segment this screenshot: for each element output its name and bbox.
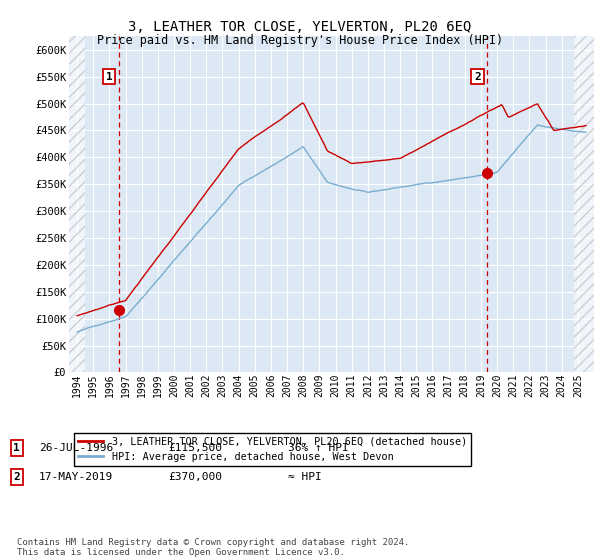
Legend: 3, LEATHER TOR CLOSE, YELVERTON, PL20 6EQ (detached house), HPI: Average price, : 3, LEATHER TOR CLOSE, YELVERTON, PL20 6E… (74, 433, 471, 466)
Text: ≈ HPI: ≈ HPI (288, 472, 322, 482)
Text: Price paid vs. HM Land Registry's House Price Index (HPI): Price paid vs. HM Land Registry's House … (97, 34, 503, 46)
Text: 17-MAY-2019: 17-MAY-2019 (39, 472, 113, 482)
Text: 3, LEATHER TOR CLOSE, YELVERTON, PL20 6EQ: 3, LEATHER TOR CLOSE, YELVERTON, PL20 6E… (128, 20, 472, 34)
Bar (574, 36, 594, 372)
Text: Contains HM Land Registry data © Crown copyright and database right 2024.
This d: Contains HM Land Registry data © Crown c… (17, 538, 409, 557)
Text: £370,000: £370,000 (168, 472, 222, 482)
Text: 1: 1 (13, 443, 20, 453)
Text: 2: 2 (474, 72, 481, 82)
Text: £115,500: £115,500 (168, 443, 222, 453)
Text: 1: 1 (106, 72, 112, 82)
Text: 36% ↑ HPI: 36% ↑ HPI (288, 443, 349, 453)
Bar (69, 36, 85, 372)
Text: 2: 2 (13, 472, 20, 482)
Text: 26-JUL-1996: 26-JUL-1996 (39, 443, 113, 453)
